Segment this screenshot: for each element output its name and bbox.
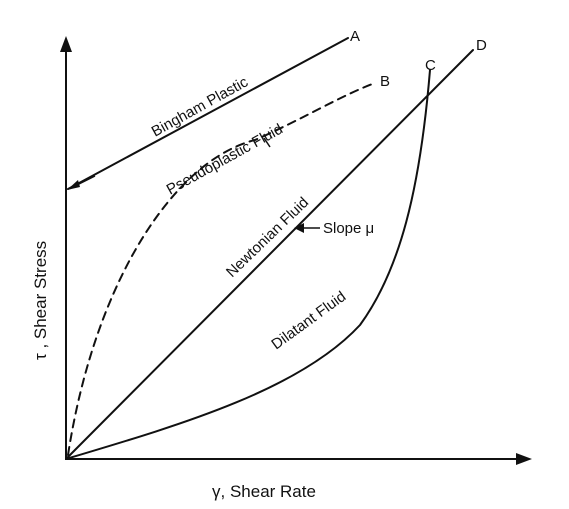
dilatant-label: Dilatant Fluid bbox=[268, 288, 349, 353]
newtonian-label: Newtonian Fluid bbox=[223, 194, 312, 281]
slope-label: Slope μ bbox=[323, 220, 374, 237]
pseudoplastic-label: Pseudoplastic Fluid bbox=[164, 121, 286, 199]
point-c-label: C bbox=[425, 57, 436, 74]
bingham-plastic-label: Bingham Plastic bbox=[149, 73, 252, 140]
bingham-plastic-curve bbox=[67, 37, 349, 190]
y-axis-arrow bbox=[60, 36, 72, 52]
pseudoplastic-tick bbox=[263, 137, 271, 148]
point-b-label: B bbox=[380, 73, 390, 90]
pseudoplastic-curve bbox=[67, 82, 376, 456]
x-axis-arrow bbox=[516, 453, 532, 465]
newtonian-curve bbox=[65, 49, 474, 460]
point-a-label: A bbox=[350, 28, 360, 45]
point-d-label: D bbox=[476, 37, 487, 54]
y-axis-label: τ , Shear Stress bbox=[31, 241, 50, 360]
dilatant-curve bbox=[65, 69, 431, 460]
x-axis-label: γ, Shear Rate bbox=[212, 482, 316, 501]
slope-arrowhead bbox=[294, 223, 304, 233]
yield-stress-arrowhead bbox=[67, 180, 80, 190]
